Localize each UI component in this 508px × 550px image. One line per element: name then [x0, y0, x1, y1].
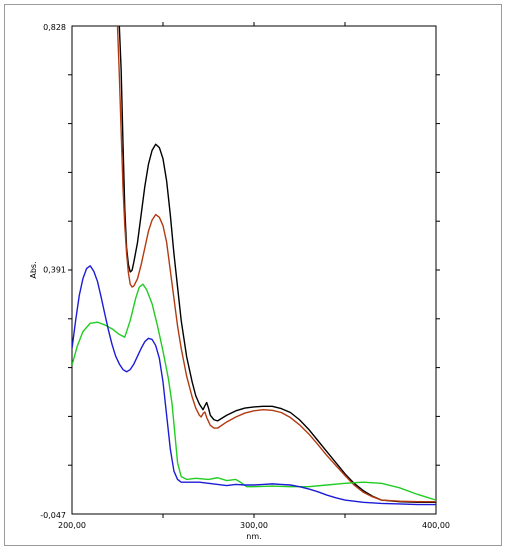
x-tick-label: 200,00 — [58, 521, 86, 530]
series-layer — [72, 26, 436, 506]
chart-window — [4, 4, 502, 546]
y-tick-label: 0,828 — [43, 23, 66, 32]
y-axis-title: Abs. — [29, 261, 38, 278]
x-tick-label: 400,00 — [422, 521, 450, 530]
y-tick-labels: 0,828 0,391 -0,047 — [40, 23, 66, 520]
x-tick-label: 300,00 — [240, 521, 268, 530]
plot-area — [68, 22, 440, 518]
y-tick-label: -0,047 — [40, 511, 66, 520]
series-line-4 — [72, 265, 436, 506]
series-line-1 — [118, 26, 436, 503]
series-line-2 — [116, 26, 436, 503]
series-line-3 — [72, 283, 436, 501]
x-axis-title: nm. — [246, 532, 261, 541]
minor-ticks — [68, 22, 440, 518]
y-tick-label: 0,391 — [43, 266, 66, 275]
x-tick-labels: 200,00 300,00 400,00 — [58, 521, 450, 530]
plot-border — [71, 25, 437, 515]
